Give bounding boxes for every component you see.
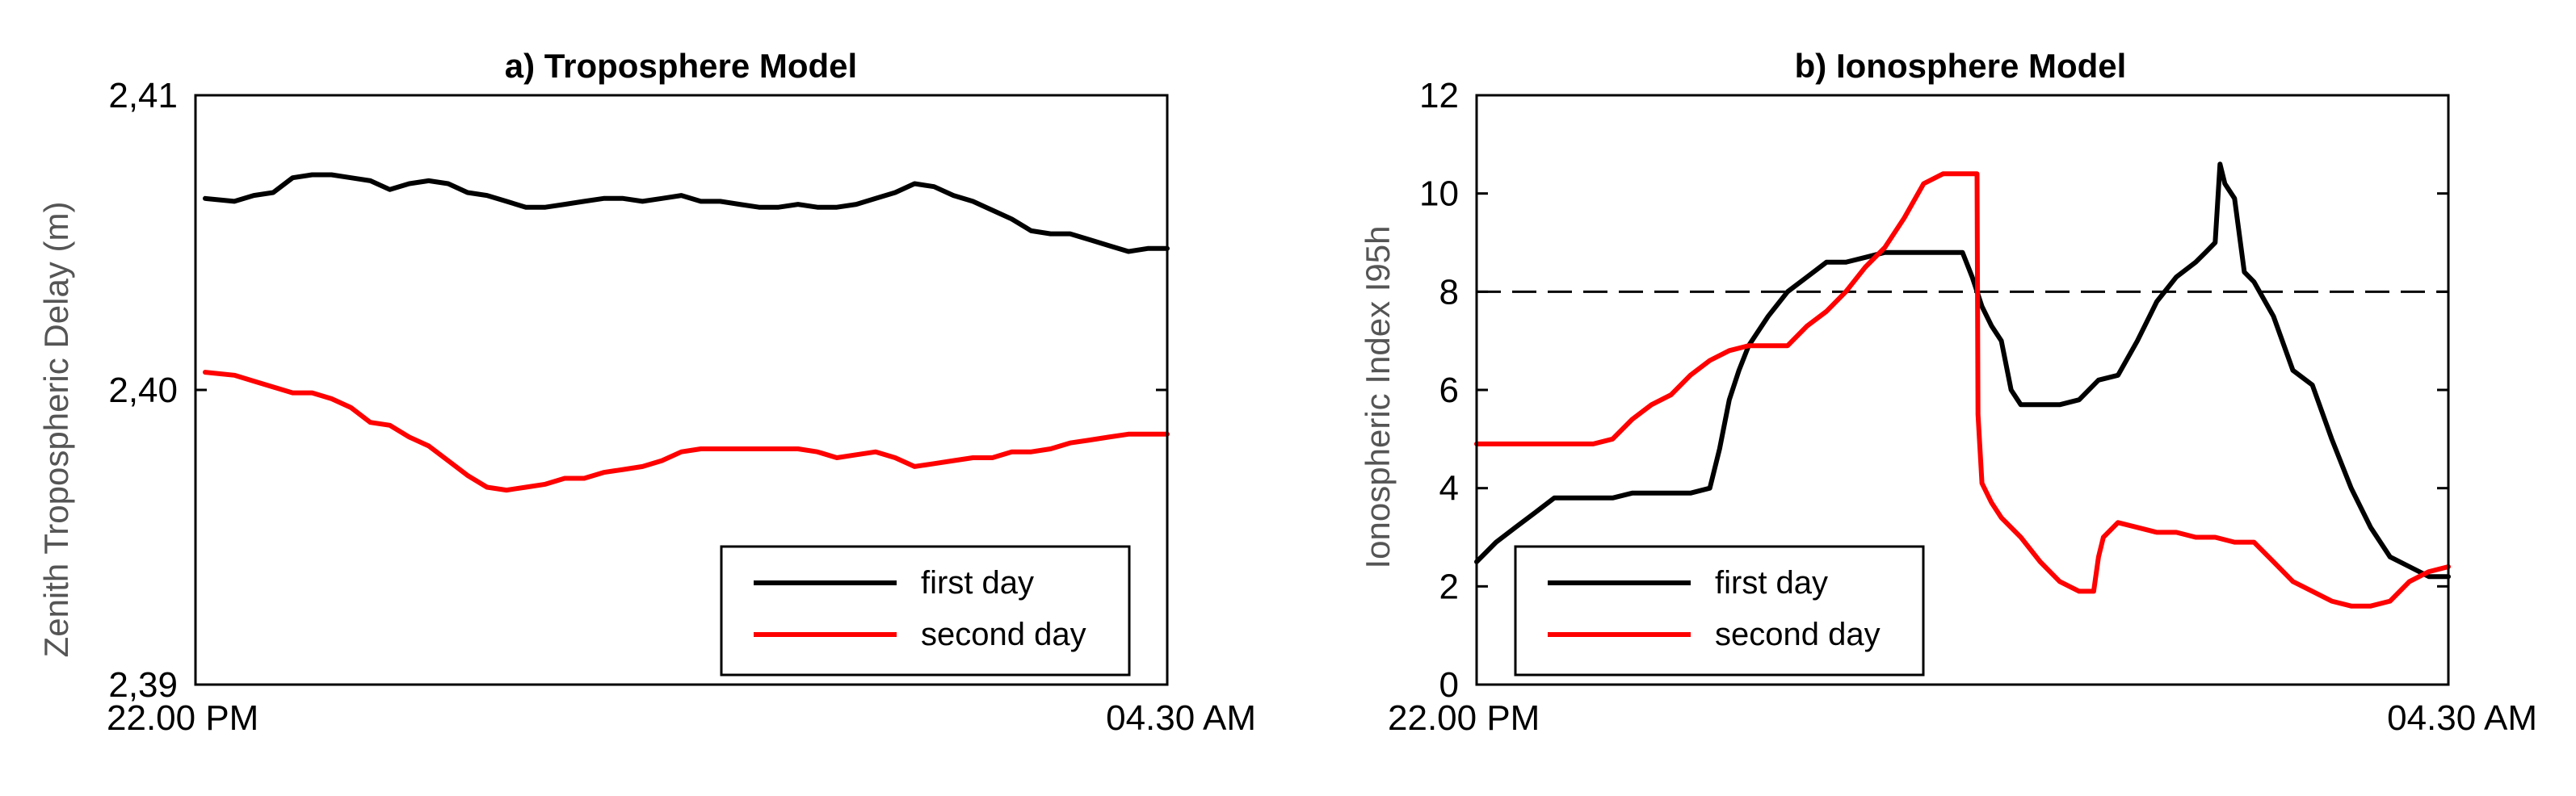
series-line-second-day: [203, 370, 1170, 493]
y-axis-label: Zenith Tropospheric Delay (m): [37, 202, 75, 658]
x-tick-label: 04.30 AM: [2387, 698, 2537, 738]
legend: first day second day: [1514, 545, 1925, 677]
y-tick-label: 8: [1439, 272, 1459, 312]
series-line-second-day: [1474, 171, 2451, 609]
legend-label-first-day: first day: [921, 565, 1034, 601]
y-axis-label: Ionospheric Index I95h: [1359, 226, 1397, 569]
x-tick-label: 22.00 PM: [1388, 698, 1540, 738]
y-tick-label: 2,40: [108, 371, 178, 410]
y-tick-label: 2,41: [108, 76, 178, 115]
legend-label-first-day: first day: [1715, 565, 1828, 601]
y-tick-label: 2,39: [108, 665, 178, 705]
y-tick-label: 12: [1419, 76, 1459, 115]
y-tick-label: 4: [1439, 469, 1459, 509]
troposphere-chart: a) Troposphere Model Zenith Tropospheric…: [37, 47, 1256, 738]
y-tick-label: 10: [1419, 174, 1459, 214]
legend-box: [720, 545, 1131, 677]
y-tick-label: 0: [1439, 665, 1459, 705]
legend-label-second-day: second day: [1715, 617, 1881, 652]
legend-box: [1514, 545, 1925, 677]
chart-title: b) Ionosphere Model: [1795, 47, 2127, 85]
x-tick-label: 04.30 AM: [1106, 698, 1256, 738]
y-tick-label: 6: [1439, 371, 1459, 410]
x-tick-label: 22.00 PM: [107, 698, 258, 738]
series-line-first-day: [203, 172, 1170, 254]
ionosphere-chart: b) Ionosphere Model Ionospheric Index I9…: [1359, 47, 2537, 738]
series-line-first-day: [1474, 161, 2451, 580]
legend-label-second-day: second day: [921, 617, 1086, 652]
legend: first day second day: [720, 545, 1131, 677]
chart-title: a) Troposphere Model: [505, 47, 857, 85]
y-tick-label: 2: [1439, 567, 1459, 606]
